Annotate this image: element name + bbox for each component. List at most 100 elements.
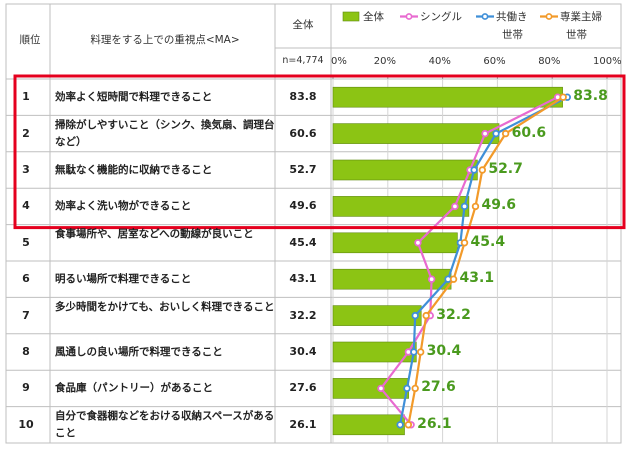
legend-label-3-1: 共働き: [496, 11, 528, 23]
item-header: 料理をする上での重視点<MA>: [90, 34, 240, 46]
line-point-3-10: [404, 421, 413, 429]
total-value-8: 30.4: [289, 345, 317, 358]
line-point-2-10: [396, 421, 404, 429]
bar-10: [332, 414, 405, 436]
line-series: [377, 93, 571, 429]
line-point-3-3: [478, 166, 487, 174]
bar-2: [332, 123, 500, 144]
bar-4: [332, 196, 470, 217]
line-point-2-9: [403, 384, 411, 393]
line-point-2-8: [410, 348, 418, 356]
line-series-3: [407, 96, 564, 426]
rank-header: 順位: [19, 34, 41, 46]
x-tick-label-5: 80%: [538, 56, 561, 67]
total-header: 全体: [292, 19, 314, 31]
legend-marker-3: [481, 13, 489, 20]
rank-7: 7: [22, 308, 30, 322]
chart-grid: [5, 3, 622, 444]
legend-swatch-1: [342, 11, 360, 22]
line-point-1-9: [377, 384, 385, 393]
line-point-1-6: [427, 275, 436, 283]
line-point-3-5: [460, 239, 469, 247]
line-point-3-2: [501, 129, 510, 138]
line-point-2-4: [460, 202, 469, 211]
total-value-2: 60.6: [289, 126, 317, 140]
line-point-1-5: [414, 239, 422, 247]
line-point-1-4: [451, 202, 459, 211]
rank-2: 2: [22, 126, 30, 140]
line-series-2: [399, 96, 568, 426]
bar-series: [332, 86, 563, 436]
rank-1: 1: [22, 90, 30, 104]
total-value-9: 27.6: [289, 381, 317, 395]
bar-3: [332, 159, 478, 181]
category-label-3: 無駄なく機能的に収納できること: [55, 163, 213, 176]
x-tick-label-4: 60%: [483, 56, 506, 67]
legend-label-3-2: 世帯: [502, 29, 523, 41]
x-tick-label-6: 100%: [593, 56, 622, 67]
line-series-1: [379, 96, 559, 426]
category-label-2: 掃除がしやすいこと（シンク、換気扇、調理台など）: [55, 118, 275, 148]
bar-9: [332, 378, 409, 399]
category-label-5: 食事場所や、居室などへの動線が良いこと: [55, 227, 254, 240]
line-point-3-6: [449, 275, 458, 283]
category-label-7: 多少時間をかけても、おいしく料理できること: [55, 300, 275, 313]
line-point-3-8: [416, 348, 425, 356]
category-label-1: 効率よく短時間で料理できること: [55, 90, 213, 103]
legend-marker-2: [405, 13, 413, 20]
x-tick-label-2: 20%: [373, 56, 397, 67]
rank-9: 9: [22, 381, 30, 395]
legend-markers: [342, 11, 558, 22]
legend-label-4-2: 世帯: [566, 29, 587, 41]
table-border: [5, 3, 622, 444]
category-label-9: 食品庫（パントリー）があること: [55, 381, 214, 394]
bar-1: [332, 86, 563, 108]
rank-6: 6: [22, 272, 30, 286]
line-point-3-9: [411, 384, 419, 393]
data-label-9: 27.6: [421, 379, 456, 396]
data-label-10: 26.1: [417, 415, 452, 432]
rank-3: 3: [22, 163, 30, 176]
data-label-8: 30.4: [426, 343, 462, 359]
line-point-1-2: [481, 129, 489, 138]
data-label-4: 49.6: [481, 197, 517, 214]
legend-marker-4: [545, 13, 553, 20]
legend-label-2-1: シングル: [420, 11, 462, 23]
data-label-3: 52.7: [488, 161, 523, 177]
rank-8: 8: [22, 345, 30, 358]
total-value-1: 83.8: [289, 90, 317, 104]
sample-size: n=4,774: [282, 55, 324, 66]
category-label-10: 自分で食器棚などをおける収納スペースがあること: [55, 409, 275, 439]
line-point-3-1: [559, 93, 567, 101]
total-value-7: 32.2: [289, 308, 317, 322]
legend-label-4-1: 専業主婦: [560, 11, 602, 23]
data-label-1: 83.8: [573, 88, 608, 105]
data-label-5: 45.4: [470, 233, 506, 250]
line-point-3-7: [422, 311, 430, 320]
x-tick-label-1: 0%: [331, 56, 347, 67]
bar-7: [332, 305, 422, 326]
data-label-6: 43.1: [459, 270, 495, 287]
line-point-2-3: [470, 166, 478, 174]
data-label-2: 60.6: [511, 124, 547, 141]
data-label-7: 32.2: [436, 306, 471, 323]
line-point-3-4: [471, 202, 480, 211]
line-point-2-7: [411, 311, 419, 320]
category-label-4: 効率よく洗い物ができること: [55, 199, 192, 212]
bar-5: [332, 232, 458, 254]
total-value-3: 52.7: [289, 163, 317, 176]
rank-5: 5: [22, 235, 30, 249]
total-value-4: 49.6: [289, 199, 317, 213]
total-value-5: 45.4: [289, 235, 317, 249]
rank-4: 4: [22, 199, 30, 213]
total-value-10: 26.1: [289, 417, 317, 431]
total-value-6: 43.1: [289, 272, 317, 286]
line-point-2-2: [492, 129, 500, 138]
rank-10: 10: [18, 417, 34, 431]
x-tick-label-3: 40%: [428, 56, 451, 67]
category-label-8: 風通しの良い場所で料理できること: [55, 345, 223, 358]
highlight-box: [13, 74, 626, 230]
category-label-6: 明るい場所で料理できること: [55, 272, 192, 285]
legend-label-1-1: 全体: [363, 11, 384, 23]
